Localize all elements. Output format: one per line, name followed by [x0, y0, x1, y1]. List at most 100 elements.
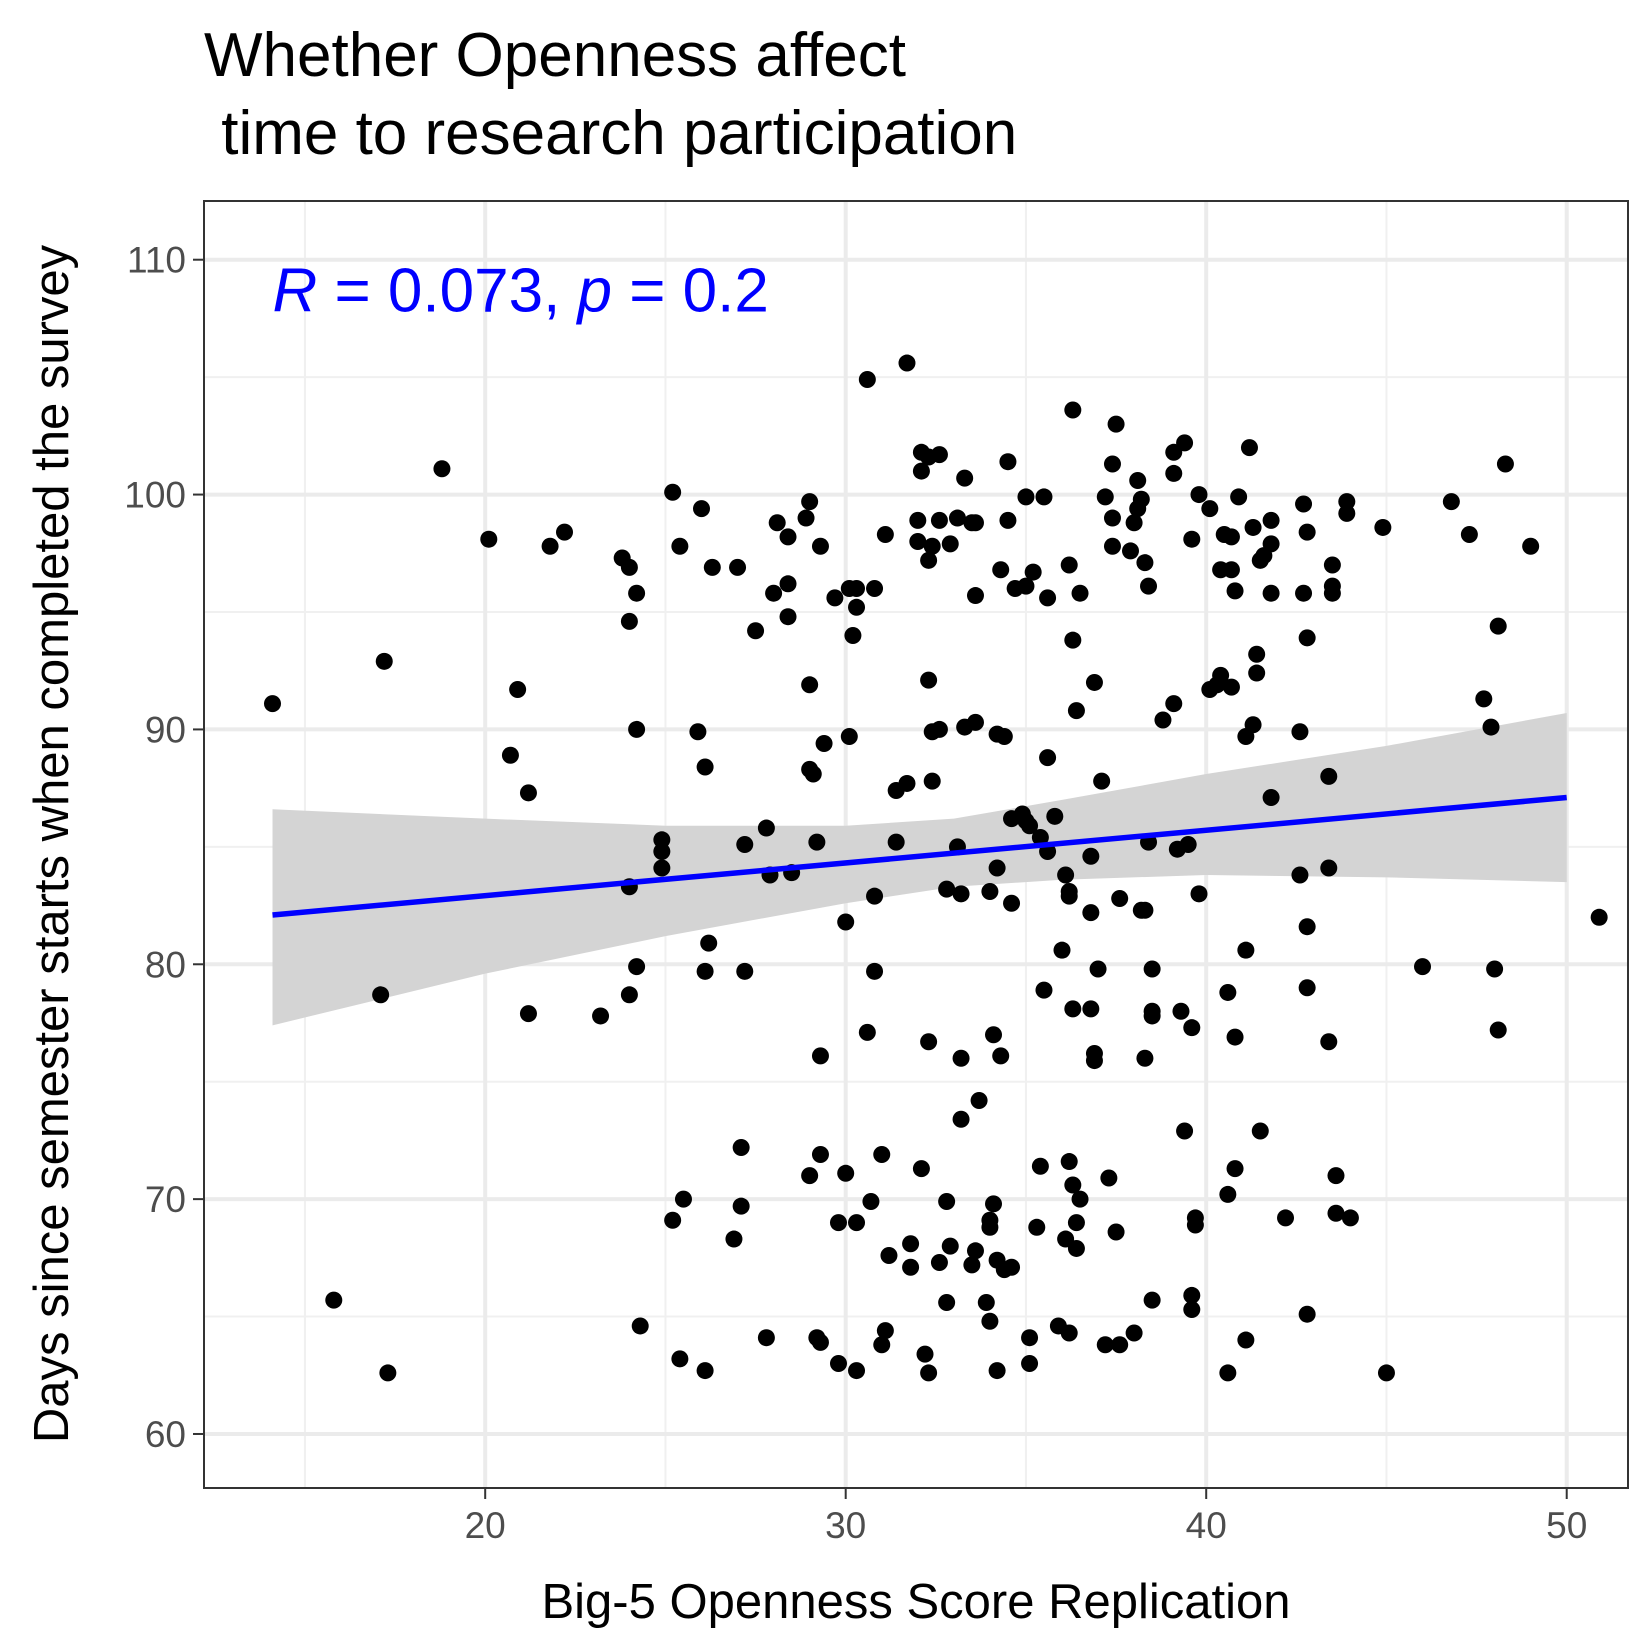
data-point: [873, 1336, 891, 1354]
data-point: [1125, 1324, 1143, 1342]
data-point: [1374, 518, 1392, 536]
data-point: [541, 537, 559, 555]
data-point: [519, 1005, 537, 1023]
data-point: [729, 558, 747, 576]
data-point: [736, 836, 754, 853]
data-point: [804, 765, 822, 783]
x-axis: 20 30 40 50: [465, 1488, 1587, 1546]
data-point: [952, 885, 970, 903]
data-point: [1125, 514, 1143, 532]
data-point: [433, 460, 451, 478]
data-point: [1082, 904, 1100, 922]
data-point: [1414, 958, 1432, 976]
data-point: [1039, 749, 1057, 767]
data-point: [1291, 866, 1309, 884]
data-point: [1035, 981, 1053, 999]
data-point: [1482, 718, 1500, 736]
data-point: [1024, 563, 1042, 581]
data-point: [938, 1293, 956, 1311]
data-point: [858, 370, 876, 388]
data-point: [628, 958, 646, 976]
p-symbol: p: [576, 256, 612, 325]
data-point: [866, 962, 884, 980]
y-tick-label: 80: [145, 944, 186, 985]
data-point: [1186, 1216, 1204, 1234]
data-point: [653, 831, 671, 849]
data-point: [1442, 493, 1460, 511]
data-point: [1085, 1052, 1103, 1070]
data-point: [671, 1350, 689, 1368]
data-point: [1154, 711, 1172, 729]
data-point: [628, 720, 646, 738]
data-point: [1183, 1019, 1201, 1037]
data-point: [844, 626, 862, 644]
data-point: [1298, 523, 1316, 541]
data-point: [876, 525, 894, 543]
regression-line: [272, 794, 1567, 918]
x-tick-label: 40: [1186, 1505, 1227, 1546]
data-point: [1244, 518, 1262, 536]
x-tick-label: 50: [1546, 1505, 1587, 1546]
data-point: [1136, 554, 1154, 572]
data-point: [1190, 486, 1208, 504]
data-point: [1046, 807, 1064, 825]
data-point: [1096, 1336, 1114, 1354]
data-point: [1165, 695, 1183, 713]
data-point: [664, 483, 682, 501]
data-point: [519, 784, 537, 802]
data-point: [1323, 556, 1341, 574]
data-point: [501, 746, 519, 764]
data-point: [966, 514, 984, 532]
data-point: [916, 1345, 934, 1363]
data-point: [1248, 645, 1266, 663]
data-point: [1230, 488, 1248, 506]
data-point: [920, 1364, 938, 1382]
data-point: [1295, 584, 1313, 602]
data-point: [948, 509, 966, 527]
data-point: [379, 1364, 397, 1382]
data-point: [732, 1138, 750, 1156]
data-point: [981, 882, 999, 900]
data-point: [1219, 983, 1237, 1001]
data-point: [732, 1197, 750, 1215]
data-point: [1323, 584, 1341, 602]
data-point: [1327, 1167, 1345, 1185]
data-point: [1067, 702, 1085, 720]
data-point: [1071, 584, 1089, 602]
data-point: [1122, 542, 1140, 560]
data-point: [1475, 690, 1493, 708]
data-point: [1017, 577, 1035, 595]
data-point: [902, 1235, 920, 1253]
y-axis: 60 70 80 90 100 110: [124, 240, 204, 1455]
data-point: [1262, 789, 1280, 807]
data-point: [1103, 537, 1121, 555]
data-point: [930, 511, 948, 529]
data-point: [1111, 1336, 1129, 1354]
data-point: [1183, 1286, 1201, 1304]
data-point: [1060, 887, 1078, 905]
y-axis-title: Days since semester starts when complete…: [25, 244, 79, 1443]
data-point: [952, 1049, 970, 1067]
data-point: [1100, 1169, 1118, 1187]
data-point: [829, 1355, 847, 1373]
data-point: [1291, 723, 1309, 741]
data-point: [1176, 1122, 1194, 1140]
data-point: [700, 934, 718, 952]
data-point: [779, 608, 797, 626]
data-point: [1017, 488, 1035, 506]
data-point: [1003, 1258, 1021, 1276]
data-point: [985, 1195, 1003, 1213]
data-point: [909, 511, 927, 529]
data-point: [696, 758, 714, 776]
data-point: [815, 735, 833, 753]
data-point: [1338, 493, 1356, 511]
data-point: [1165, 464, 1183, 482]
data-point: [1179, 836, 1197, 853]
x-axis-title: Big-5 Openness Score Replication: [541, 1575, 1290, 1629]
data-point: [692, 500, 710, 518]
data-point: [995, 727, 1013, 745]
data-point: [977, 1293, 995, 1311]
data-point: [920, 551, 938, 569]
data-point: [671, 537, 689, 555]
